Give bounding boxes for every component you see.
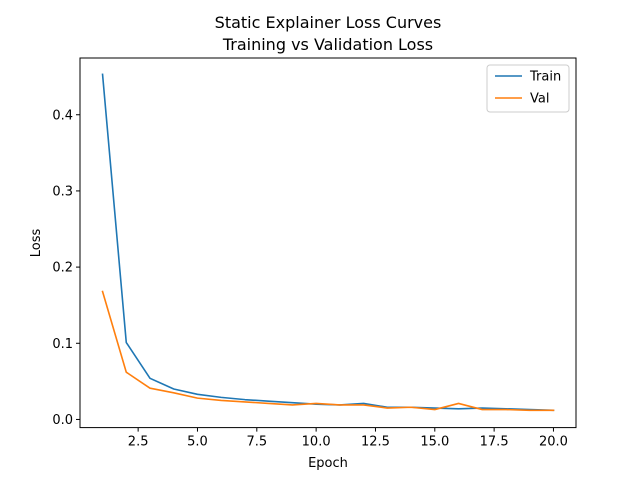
chart-title: Static Explainer Loss Curves — [215, 13, 442, 32]
y-tick-label: 0.3 — [52, 184, 73, 199]
x-tick-label: 2.5 — [128, 435, 149, 450]
series-layer — [101, 73, 555, 412]
y-tick-label: 0.4 — [52, 108, 73, 123]
x-tick-label: 12.5 — [361, 435, 390, 450]
series-line-val — [101, 290, 555, 412]
x-tick-label: 5.0 — [187, 435, 208, 450]
x-axis: 2.5 5.0 7.5 10.0 12.5 15.0 17.5 20.0 — [128, 427, 568, 450]
x-axis-label: Epoch — [308, 456, 348, 471]
y-tick-label: 0.0 — [52, 413, 73, 428]
y-axis: 0.0 0.1 0.2 0.3 0.4 — [52, 108, 80, 428]
y-tick-label: 0.1 — [52, 337, 73, 352]
x-tick-label: 15.0 — [420, 435, 449, 450]
x-tick-label: 7.5 — [246, 435, 267, 450]
y-axis-label: Loss — [29, 229, 44, 258]
legend: Train Val — [486, 64, 570, 113]
legend-label-val: Val — [530, 92, 549, 107]
x-tick-label: 10.0 — [302, 435, 331, 450]
chart-subtitle: Training vs Validation Loss — [222, 35, 433, 54]
plot-frame — [79, 57, 577, 429]
y-tick-label: 0.2 — [52, 261, 73, 276]
legend-label-train: Train — [529, 70, 561, 85]
x-tick-label: 17.5 — [480, 435, 509, 450]
x-tick-label: 20.0 — [539, 435, 568, 450]
